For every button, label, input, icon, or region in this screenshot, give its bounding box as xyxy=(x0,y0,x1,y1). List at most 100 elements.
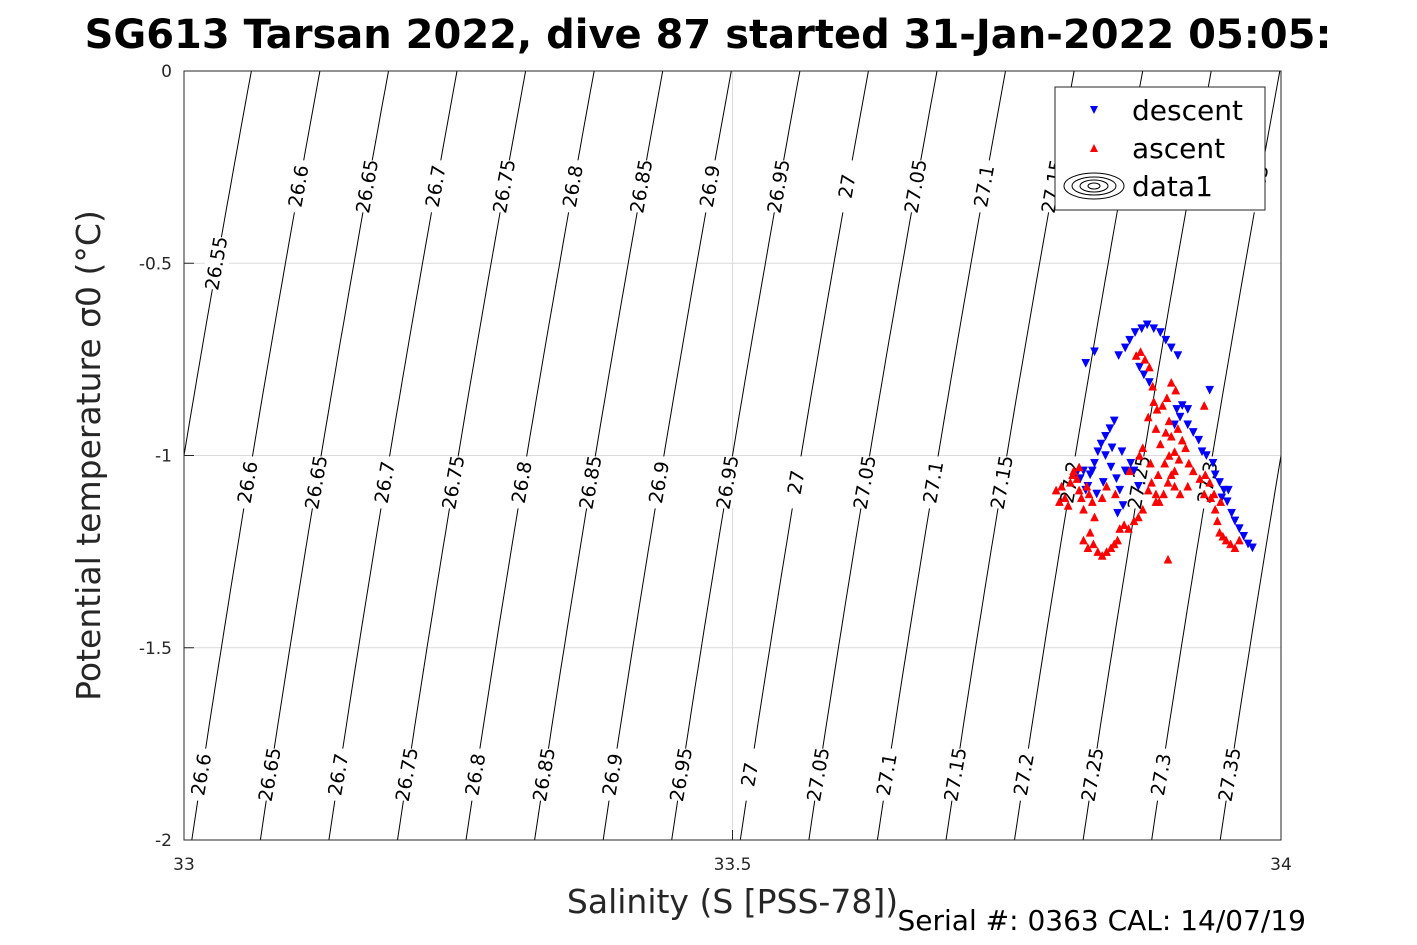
ascent-point xyxy=(1151,497,1161,506)
ascent-point xyxy=(1221,535,1231,545)
ascent-point xyxy=(1143,485,1153,495)
ascent-point xyxy=(1170,466,1179,476)
ascent-point xyxy=(1158,400,1167,410)
contour-label-bg xyxy=(921,456,946,509)
descent-point xyxy=(1120,343,1130,353)
descent-point xyxy=(1188,428,1198,437)
descent-point xyxy=(1201,451,1211,461)
ascent-point xyxy=(1183,481,1193,491)
contour-label-bg xyxy=(1012,748,1037,801)
descent-point xyxy=(1106,462,1116,472)
contour-label-bg xyxy=(1149,748,1174,801)
contour-label-bg xyxy=(355,160,380,213)
descent-point xyxy=(1087,466,1097,476)
ascent-point xyxy=(1147,477,1156,487)
ascent-point xyxy=(1138,443,1148,453)
contour-label-bg xyxy=(204,237,229,290)
y-tick-label: -0.5 xyxy=(139,254,172,274)
contour-label-bg xyxy=(853,456,878,509)
descent-point xyxy=(1093,447,1103,457)
contour-label-bg xyxy=(395,748,420,801)
contour-label-bg xyxy=(532,748,557,801)
ascent-point xyxy=(1161,427,1171,437)
descent-point xyxy=(1117,447,1127,457)
descent-point xyxy=(1120,466,1130,476)
contour-label-bg xyxy=(669,748,694,801)
ascent-point xyxy=(1205,477,1215,487)
descent-point xyxy=(1126,458,1136,468)
x-tick-label: 34 xyxy=(1270,855,1292,875)
descent-point xyxy=(1109,416,1119,426)
descent-point xyxy=(1173,351,1183,361)
x-tick-label: 33 xyxy=(173,855,195,875)
contour-label-bg xyxy=(424,160,449,213)
ascent-point xyxy=(1090,512,1099,522)
contour-label-bg xyxy=(287,160,312,213)
descent-point xyxy=(1115,485,1125,495)
ascent-point xyxy=(1209,489,1219,499)
descent-point xyxy=(1098,478,1108,487)
ascent-point xyxy=(1084,489,1094,499)
ascent-point xyxy=(1162,393,1172,403)
ascent-point xyxy=(1079,535,1088,545)
ascent-point xyxy=(1151,424,1161,433)
descent-point xyxy=(1234,524,1244,534)
ascent-point xyxy=(1181,443,1190,453)
contour-label-bg xyxy=(835,160,860,213)
contour-label-bg xyxy=(738,748,763,801)
legend-label: ascent xyxy=(1132,132,1225,165)
serial-cal-footer: Serial #: 0363 CAL: 14/07/19 xyxy=(898,904,1306,937)
contour-label-bg xyxy=(904,160,929,213)
ascent-point xyxy=(1212,516,1222,526)
x-axis-ticks: 33 33.5 34 xyxy=(173,830,1292,875)
ascent-point xyxy=(1068,470,1077,479)
ascent-point xyxy=(1175,489,1185,499)
descent-point xyxy=(1239,531,1249,541)
descent-point xyxy=(1137,324,1147,334)
ascent-point xyxy=(1160,458,1170,468)
contour-label-bg xyxy=(601,748,626,801)
ascent-point xyxy=(1089,539,1098,549)
legend[interactable]: descent ascent data1 xyxy=(1054,86,1266,211)
ascent-point xyxy=(1148,381,1158,391)
descent-point xyxy=(1175,412,1185,422)
descent-point xyxy=(1101,451,1110,461)
ascent-point xyxy=(1184,458,1194,468)
descent-point xyxy=(1118,501,1128,511)
descent-point xyxy=(1194,435,1204,445)
descent-point xyxy=(1129,466,1139,476)
contour-label-bg xyxy=(784,456,809,509)
descent-point xyxy=(1090,347,1099,357)
x-axis-label: Salinity (S [PSS-78]) xyxy=(567,882,898,921)
y-axis-ticks: 0 -0.5 -1 -1.5 -2 xyxy=(139,62,194,851)
descent-point xyxy=(1227,508,1237,518)
legend-contour-icon xyxy=(1087,182,1101,190)
descent-point xyxy=(1135,362,1144,372)
ascent-point xyxy=(1199,489,1209,499)
ascent-point xyxy=(1102,481,1111,491)
descent-point xyxy=(1183,420,1193,430)
descent-point xyxy=(1107,443,1117,453)
contour-label: 27 xyxy=(835,172,861,200)
ascent-point xyxy=(1074,462,1084,472)
contour-labels: 26.6 26.65 26.7 26.75 26.8 26.85 26.9 26.95 27 27… xyxy=(187,158,1273,804)
contour-label: 27 xyxy=(737,761,763,789)
contour-label-bg xyxy=(326,748,351,801)
descent-point xyxy=(1130,328,1140,338)
y-tick-label: -1.5 xyxy=(139,639,172,659)
descent-point xyxy=(1222,497,1232,507)
ascent-point xyxy=(1144,362,1154,372)
descent-point xyxy=(1210,470,1220,480)
legend-box xyxy=(1054,86,1266,211)
y-tick-label: 0 xyxy=(161,62,172,82)
ascent-point xyxy=(1163,554,1173,564)
contour-label-bg xyxy=(629,160,654,213)
legend-contour-icon xyxy=(1063,172,1125,200)
ascent-point xyxy=(1230,543,1240,553)
ascent-point xyxy=(1164,416,1174,426)
descent-point xyxy=(1113,508,1122,518)
legend-descent-marker xyxy=(1090,106,1098,114)
ascent-point xyxy=(1143,412,1153,422)
descent-point xyxy=(1133,482,1143,491)
